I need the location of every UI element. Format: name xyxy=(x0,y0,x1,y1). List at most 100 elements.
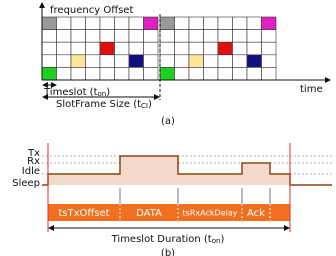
slot-cell xyxy=(85,41,101,56)
slot-cell xyxy=(246,29,262,43)
slot-cell xyxy=(188,29,204,43)
slot-cell xyxy=(128,67,144,81)
y-axis-label: frequency Offset xyxy=(50,5,133,16)
slot-cell xyxy=(56,54,72,68)
slot-cell xyxy=(159,41,175,56)
level-label: Sleep xyxy=(12,178,40,189)
level-label: Tx xyxy=(27,148,40,159)
caption-b: (b) xyxy=(161,248,175,256)
x-axis-label: time xyxy=(300,84,323,95)
slot-cell xyxy=(41,67,57,81)
slot-cell xyxy=(85,29,101,43)
slot-cell xyxy=(232,16,248,30)
slot-cell xyxy=(70,16,86,30)
slot-cell xyxy=(56,67,72,81)
slot-cell xyxy=(114,16,130,30)
slot-cell xyxy=(217,41,233,56)
slot-cell xyxy=(159,16,175,30)
slot-cell xyxy=(188,16,204,30)
slot-cell xyxy=(217,29,233,43)
level-label: Idle xyxy=(22,166,40,177)
slot-cell xyxy=(188,41,204,56)
slot-cell xyxy=(41,41,57,56)
power-profile xyxy=(42,155,332,186)
slot-cell xyxy=(261,29,277,43)
slot-cell xyxy=(41,29,57,43)
slot-cell xyxy=(56,41,72,56)
slot-cell xyxy=(70,54,86,68)
slot-cell xyxy=(188,67,204,81)
slot-cell xyxy=(261,67,277,81)
slot-cell xyxy=(114,41,130,56)
slot-cell xyxy=(217,54,233,68)
slot-cell xyxy=(159,29,175,43)
slot-cell xyxy=(128,16,144,30)
slot-cell xyxy=(56,29,72,43)
slot-cell xyxy=(188,54,204,68)
slot-cell xyxy=(246,41,262,56)
slot-cell xyxy=(159,54,175,68)
slot-cell xyxy=(114,29,130,43)
slot-cell xyxy=(217,67,233,81)
slot-cell xyxy=(143,67,159,81)
slot-grid xyxy=(41,16,277,81)
slot-cell xyxy=(128,54,144,68)
slot-cell xyxy=(56,16,72,30)
slotframe-label: SlotFrame Size (tCI) xyxy=(56,99,152,110)
slot-cell xyxy=(232,41,248,56)
slot-cell xyxy=(174,67,190,81)
slot-cell xyxy=(232,54,248,68)
phase-bar xyxy=(48,204,290,221)
timeslot-label: Timeslot (ton) xyxy=(43,87,110,98)
slot-cell xyxy=(232,29,248,43)
slot-cell xyxy=(99,54,115,68)
slot-cell xyxy=(128,29,144,43)
slot-cell xyxy=(41,16,57,30)
phase-label: tsRxAckDelay xyxy=(183,209,238,218)
slot-cell xyxy=(70,41,86,56)
caption-a: (a) xyxy=(161,116,175,127)
phase-label: tsTxOffset xyxy=(58,208,109,219)
slot-cell xyxy=(70,67,86,81)
slot-cell xyxy=(246,67,262,81)
slot-cell xyxy=(114,67,130,81)
slot-cell xyxy=(114,54,130,68)
slot-cell xyxy=(246,54,262,68)
slot-cell xyxy=(143,29,159,43)
slot-cell xyxy=(159,67,175,81)
duration-label: Timeslot Duration (ton) xyxy=(111,234,225,245)
slot-cell xyxy=(203,16,219,30)
power-area xyxy=(48,156,290,185)
slot-cell xyxy=(85,54,101,68)
slot-cell xyxy=(70,29,86,43)
slot-cell xyxy=(174,16,190,30)
slot-cell xyxy=(143,54,159,68)
phase-label: Ack xyxy=(247,208,265,219)
slot-cell xyxy=(232,67,248,81)
slot-cell xyxy=(143,41,159,56)
slot-cell xyxy=(203,29,219,43)
slot-cell xyxy=(128,41,144,56)
slot-cell xyxy=(261,54,277,68)
slot-cell xyxy=(174,41,190,56)
slot-cell xyxy=(261,41,277,56)
slot-cell xyxy=(203,41,219,56)
slot-cell xyxy=(261,16,277,30)
phase-separators xyxy=(119,204,271,221)
slot-cell xyxy=(41,54,57,68)
level-label: Rx xyxy=(27,156,40,167)
slot-cell xyxy=(246,16,262,30)
slot-cell xyxy=(143,16,159,30)
slot-cell xyxy=(85,67,101,81)
slot-cell xyxy=(99,16,115,30)
slot-cell xyxy=(217,16,233,30)
slot-cell xyxy=(174,54,190,68)
slot-cell xyxy=(99,29,115,43)
slot-cell xyxy=(99,41,115,56)
slot-cell xyxy=(203,67,219,81)
slot-cell xyxy=(85,16,101,30)
slot-cell xyxy=(203,54,219,68)
phase-label: DATA xyxy=(136,208,162,219)
slot-cell xyxy=(99,67,115,81)
